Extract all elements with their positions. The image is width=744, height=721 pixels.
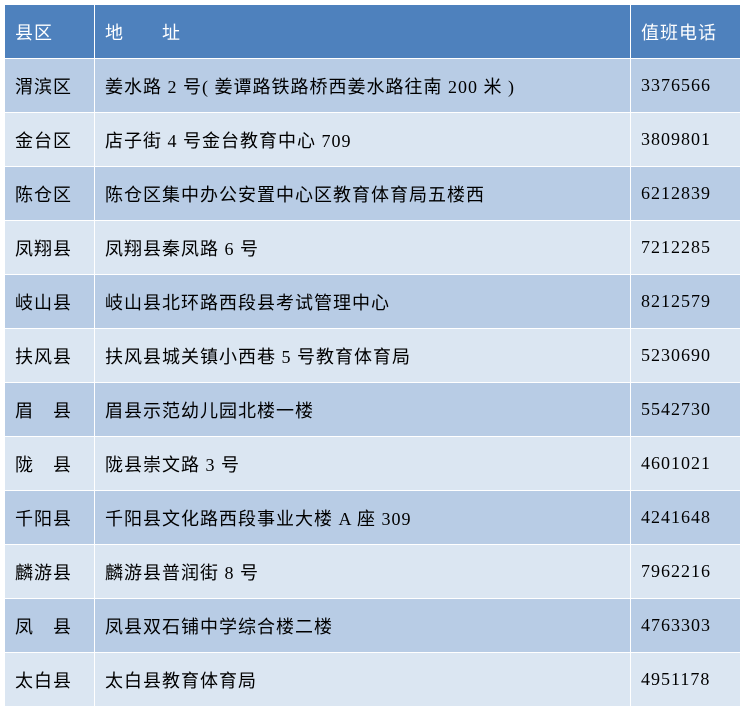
cell-district: 陈仓区 (5, 167, 95, 221)
cell-address: 店子街 4 号金台教育中心 709 (95, 113, 631, 167)
cell-phone: 4241648 (631, 491, 741, 545)
table-body: 渭滨区 姜水路 2 号( 姜谭路铁路桥西姜水路往南 200 米 ) 337656… (5, 59, 741, 707)
cell-phone: 4951178 (631, 653, 741, 707)
col-header-phone: 值班电话 (631, 5, 741, 59)
table-row: 太白县 太白县教育体育局 4951178 (5, 653, 741, 707)
table-row: 麟游县 麟游县普润街 8 号 7962216 (5, 545, 741, 599)
table-row: 金台区 店子街 4 号金台教育中心 709 3809801 (5, 113, 741, 167)
table-row: 陈仓区 陈仓区集中办公安置中心区教育体育局五楼西 6212839 (5, 167, 741, 221)
cell-district: 眉 县 (5, 383, 95, 437)
cell-phone: 8212579 (631, 275, 741, 329)
cell-address: 姜水路 2 号( 姜谭路铁路桥西姜水路往南 200 米 ) (95, 59, 631, 113)
col-header-district: 县区 (5, 5, 95, 59)
cell-phone: 3376566 (631, 59, 741, 113)
table-row: 岐山县 岐山县北环路西段县考试管理中心 8212579 (5, 275, 741, 329)
table-row: 渭滨区 姜水路 2 号( 姜谭路铁路桥西姜水路往南 200 米 ) 337656… (5, 59, 741, 113)
cell-phone: 5542730 (631, 383, 741, 437)
cell-phone: 5230690 (631, 329, 741, 383)
cell-district: 渭滨区 (5, 59, 95, 113)
cell-phone: 4763303 (631, 599, 741, 653)
cell-address: 凤县双石铺中学综合楼二楼 (95, 599, 631, 653)
cell-address: 麟游县普润街 8 号 (95, 545, 631, 599)
table-row: 千阳县 千阳县文化路西段事业大楼 A 座 309 4241648 (5, 491, 741, 545)
table-row: 扶风县 扶风县城关镇小西巷 5 号教育体育局 5230690 (5, 329, 741, 383)
cell-phone: 7962216 (631, 545, 741, 599)
cell-address: 岐山县北环路西段县考试管理中心 (95, 275, 631, 329)
cell-phone: 7212285 (631, 221, 741, 275)
cell-district: 麟游县 (5, 545, 95, 599)
cell-district: 金台区 (5, 113, 95, 167)
cell-phone: 3809801 (631, 113, 741, 167)
cell-district: 凤翔县 (5, 221, 95, 275)
cell-address: 陈仓区集中办公安置中心区教育体育局五楼西 (95, 167, 631, 221)
cell-district: 陇 县 (5, 437, 95, 491)
cell-district: 千阳县 (5, 491, 95, 545)
cell-address: 千阳县文化路西段事业大楼 A 座 309 (95, 491, 631, 545)
cell-district: 扶风县 (5, 329, 95, 383)
cell-phone: 6212839 (631, 167, 741, 221)
table-row: 凤 县 凤县双石铺中学综合楼二楼 4763303 (5, 599, 741, 653)
district-table: 县区 地 址 值班电话 渭滨区 姜水路 2 号( 姜谭路铁路桥西姜水路往南 20… (4, 4, 741, 707)
cell-district: 凤 县 (5, 599, 95, 653)
table-row: 眉 县 眉县示范幼儿园北楼一楼 5542730 (5, 383, 741, 437)
cell-phone: 4601021 (631, 437, 741, 491)
col-header-address: 地 址 (95, 5, 631, 59)
cell-district: 岐山县 (5, 275, 95, 329)
table-row: 凤翔县 凤翔县秦凤路 6 号 7212285 (5, 221, 741, 275)
table-row: 陇 县 陇县崇文路 3 号 4601021 (5, 437, 741, 491)
cell-address: 陇县崇文路 3 号 (95, 437, 631, 491)
cell-address: 眉县示范幼儿园北楼一楼 (95, 383, 631, 437)
cell-address: 凤翔县秦凤路 6 号 (95, 221, 631, 275)
table-header-row: 县区 地 址 值班电话 (5, 5, 741, 59)
cell-district: 太白县 (5, 653, 95, 707)
cell-address: 太白县教育体育局 (95, 653, 631, 707)
cell-address: 扶风县城关镇小西巷 5 号教育体育局 (95, 329, 631, 383)
